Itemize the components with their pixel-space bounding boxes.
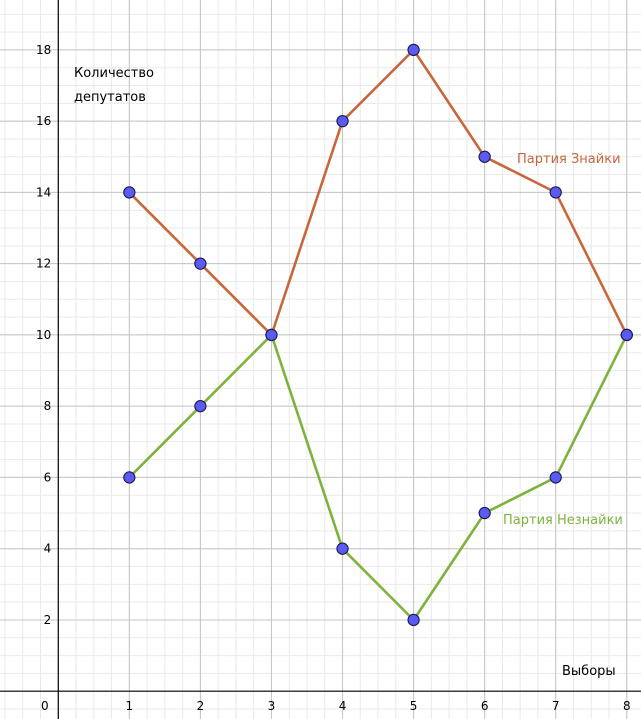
- x-tick-label: 3: [268, 699, 276, 713]
- data-point-series-2: [478, 506, 491, 520]
- series-label-znayka: Партия Знайки: [517, 152, 621, 167]
- data-point-series-1: [549, 186, 562, 199]
- y-axis-label-line-1: Количество: [74, 66, 154, 81]
- x-tick-label: 4: [339, 699, 347, 713]
- x-tick-label: 1: [126, 699, 134, 713]
- data-point-series-2: [549, 471, 562, 484]
- data-point-series-2: [336, 542, 349, 555]
- data-point-series-1: [123, 186, 136, 199]
- y-axis-label-line-2: депутатов: [74, 90, 146, 105]
- y-tick-label: 6: [44, 470, 52, 484]
- data-point-series-2: [123, 471, 136, 484]
- data-point-series-2: [265, 328, 278, 342]
- y-tick-label: 14: [36, 185, 51, 199]
- data-point-series-1: [478, 150, 491, 163]
- data-point-series-1: [407, 43, 420, 57]
- y-tick-label: 8: [44, 399, 52, 413]
- data-points: [123, 43, 633, 627]
- series-line-2: [128, 333, 628, 622]
- y-tick-label: 4: [44, 542, 52, 556]
- data-point-series-2: [620, 328, 633, 342]
- series-line-1: [128, 48, 628, 337]
- data-point-series-2: [194, 400, 207, 413]
- series-label-neznayka: Партия Незнайки: [503, 513, 623, 528]
- y-tick-label: 10: [36, 328, 51, 342]
- x-tick-label: 6: [481, 699, 489, 713]
- x-axis-label: Выборы: [562, 664, 616, 679]
- x-tick-label: 2: [197, 699, 205, 713]
- y-tick-label: 2: [44, 613, 52, 627]
- x-tick-label: 7: [552, 699, 560, 713]
- x-tick-label: 5: [410, 699, 418, 713]
- data-point-series-2: [407, 613, 420, 627]
- series-lines: [128, 48, 628, 622]
- y-tick-label: 16: [36, 114, 51, 128]
- y-tick-label: 18: [36, 43, 51, 57]
- data-point-series-1: [336, 114, 349, 128]
- data-point-series-1: [194, 257, 207, 270]
- origin-label: 0: [41, 699, 49, 713]
- y-tick-label: 12: [36, 257, 51, 271]
- x-tick-label: 8: [623, 699, 631, 713]
